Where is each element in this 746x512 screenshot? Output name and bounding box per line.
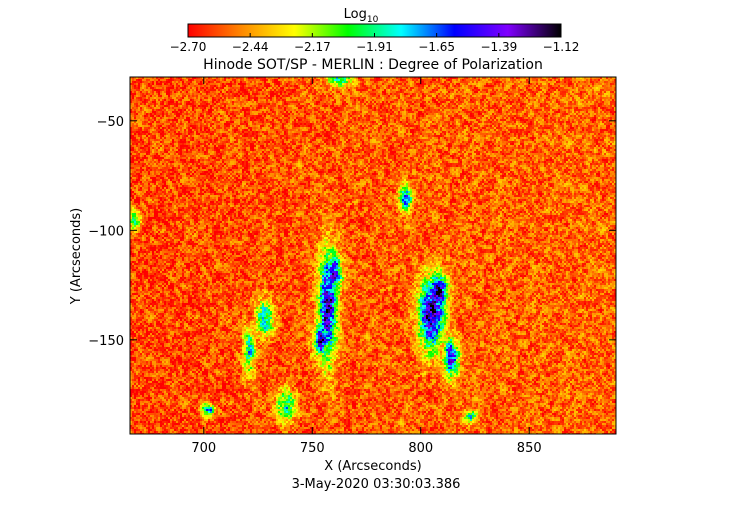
heatmap-image — [130, 77, 616, 434]
colorbar-tick-label: −1.39 — [480, 40, 517, 54]
x-tick-label: 850 — [517, 441, 542, 456]
colorbar-tick-label: −1.12 — [543, 40, 580, 54]
colorbar-tick-label: −1.91 — [356, 40, 393, 54]
x-axis-ticks: 700 750 800 850 — [191, 77, 542, 456]
colorbar-tick-label: −2.44 — [232, 40, 269, 54]
colorbar-ticks: −2.70 −2.44 −2.17 −1.91 −1.65 −1.39 −1.12 — [170, 33, 580, 54]
colorbar-title: Log10 — [344, 7, 379, 25]
x-tick-label: 700 — [191, 441, 216, 456]
x-axis-label: X (Arcseconds) — [324, 459, 421, 474]
x-tick-label: 750 — [300, 441, 325, 456]
x-tick-label: 800 — [408, 441, 433, 456]
chart-title: Hinode SOT/SP - MERLIN : Degree of Polar… — [203, 57, 543, 73]
timestamp-footer: 3-May-2020 03:30:03.386 — [292, 477, 461, 492]
y-axis-label: Y (Arcseconds) — [69, 208, 84, 305]
colorbar: Log10 −2.70 −2.44 −2.17 −1.91 −1.65 −1.39 −1.1… — [170, 7, 580, 54]
y-axis-ticks: −50 −100 −150 — [88, 115, 616, 349]
plot-frame — [129, 76, 617, 435]
colorbar-tick-label: −1.65 — [418, 40, 455, 54]
colorbar-tick-label: −2.17 — [294, 40, 331, 54]
y-tick-label: −150 — [88, 334, 124, 349]
plot-area: 700 750 800 850 −50 −100 −150 — [88, 76, 617, 456]
y-tick-label: −50 — [97, 115, 124, 130]
colorbar-tick-label: −2.70 — [170, 40, 207, 54]
y-tick-label: −100 — [88, 224, 124, 239]
